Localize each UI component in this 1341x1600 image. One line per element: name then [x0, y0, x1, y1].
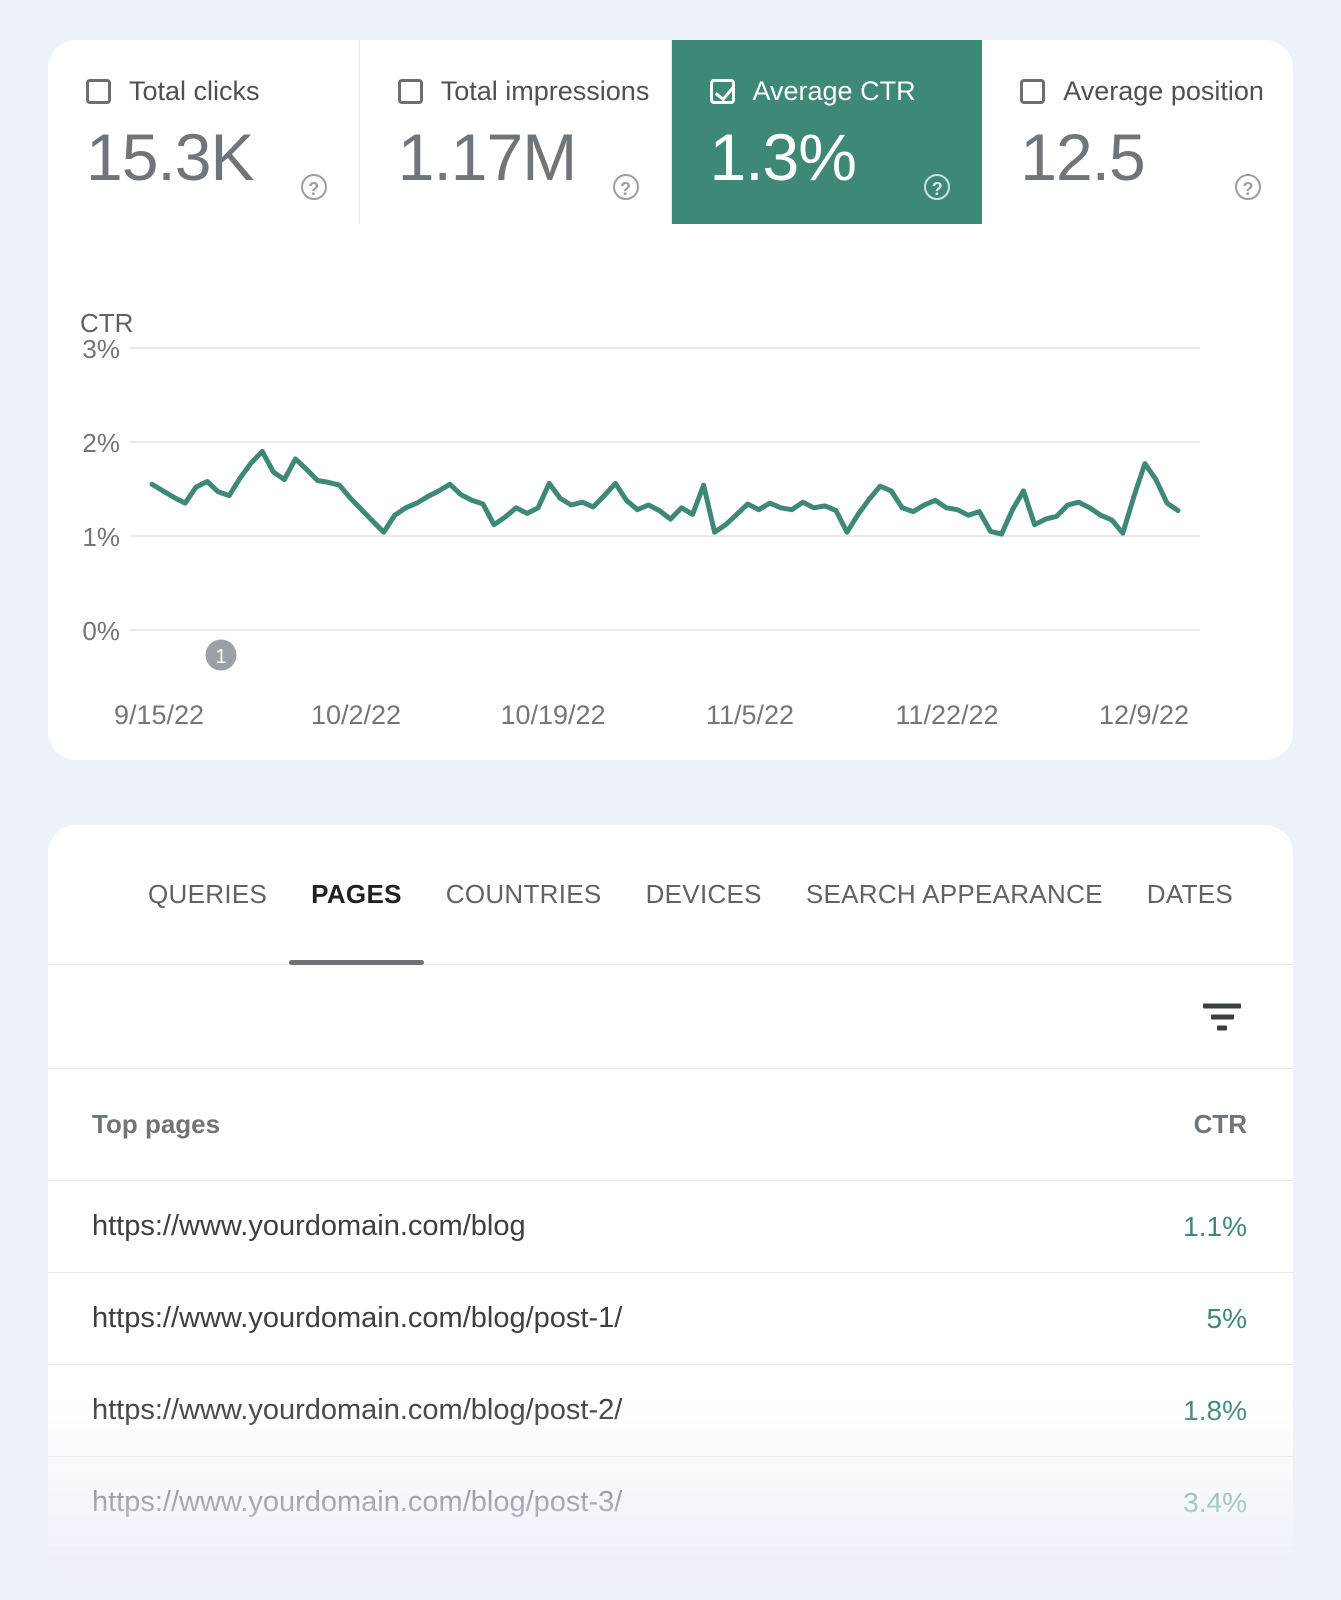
- checkbox-average-ctr-checked[interactable]: [709, 79, 735, 104]
- y-tick-1: 1%: [82, 522, 120, 552]
- metric-value: 1.3%: [709, 120, 857, 194]
- page-url-link[interactable]: https://www.yourdomain.com/blog/post-1/: [92, 1302, 623, 1334]
- ctr-value: 1.1%: [1183, 1210, 1247, 1242]
- dimensions-card: QUERIES PAGES COUNTRIES DEVICES SEARCH A…: [48, 825, 1293, 1600]
- metric-label: Total impressions: [440, 76, 650, 106]
- table-header: Top pages CTR: [48, 1069, 1293, 1181]
- column-header-top-pages: Top pages: [92, 1109, 221, 1139]
- page-url-link[interactable]: https://www.yourdomain.com/blog/post-3/: [92, 1486, 623, 1518]
- annotation-marker-label: 1: [215, 646, 226, 668]
- help-icon[interactable]: ?: [612, 174, 639, 200]
- metric-card-average-ctr[interactable]: Average CTR 1.3% ?: [671, 40, 983, 224]
- checkbox-average-position[interactable]: [1020, 79, 1046, 104]
- table-row[interactable]: https://www.yourdomain.com/blog/post-3/ …: [48, 1457, 1293, 1549]
- column-header-ctr: CTR: [1193, 1109, 1247, 1139]
- tab-dates[interactable]: DATES: [1147, 825, 1233, 964]
- performance-card: Total clicks 15.3K ? Total impressions 1…: [48, 40, 1293, 760]
- metric-label: Average position: [1063, 76, 1264, 106]
- metric-label: Average CTR: [752, 76, 916, 106]
- annotation-marker[interactable]: 1: [205, 639, 237, 671]
- y-tick-0: 0%: [82, 616, 120, 646]
- tab-queries[interactable]: QUERIES: [148, 825, 267, 964]
- help-icon[interactable]: ?: [1235, 174, 1261, 200]
- metric-card-average-position[interactable]: Average position 12.5 ?: [982, 40, 1293, 224]
- ctr-value: 5%: [1206, 1302, 1247, 1334]
- metric-card-total-clicks[interactable]: Total clicks 15.3K ?: [48, 40, 360, 224]
- tab-countries[interactable]: COUNTRIES: [446, 825, 602, 964]
- ctr-chart-plot: 1: [130, 347, 1200, 671]
- ctr-value: 3.4%: [1183, 1486, 1247, 1518]
- filter-icon: [1203, 1003, 1241, 1030]
- metric-value: 1.17M: [397, 120, 577, 194]
- y-tick-2: 2%: [82, 428, 120, 458]
- page-url-link[interactable]: https://www.yourdomain.com/blog/post-2/: [92, 1394, 623, 1426]
- checkbox-total-impressions[interactable]: [397, 79, 423, 104]
- x-tick-2: 10/19/22: [500, 700, 606, 730]
- metric-value: 15.3K: [86, 120, 254, 194]
- help-icon[interactable]: ?: [924, 174, 951, 200]
- ctr-line: [149, 448, 1181, 537]
- metric-row: Total clicks 15.3K ? Total impressions 1…: [48, 40, 1293, 224]
- x-tick-4: 11/22/22: [895, 700, 999, 730]
- table-row[interactable]: https://www.yourdomain.com/blog/post-1/ …: [48, 1273, 1293, 1365]
- tab-pages[interactable]: PAGES: [289, 825, 424, 965]
- filter-button[interactable]: [1197, 997, 1247, 1036]
- table-row[interactable]: https://www.yourdomain.com/blog/post-2/ …: [48, 1365, 1293, 1457]
- chart-axis-title: CTR: [80, 308, 134, 338]
- table-row[interactable]: https://www.yourdomain.com/blog 1.1%: [48, 1181, 1293, 1273]
- metric-value: 12.5: [1020, 120, 1145, 194]
- tab-devices[interactable]: DEVICES: [646, 825, 762, 964]
- checkbox-total-clicks[interactable]: [86, 79, 111, 104]
- tab-search-appearance[interactable]: SEARCH APPEARANCE: [806, 825, 1103, 964]
- ctr-chart: CTR 1 3% 2% 1% 0% 9/15/22 10/2/22 10/19/…: [48, 224, 1293, 760]
- filter-row: [48, 965, 1293, 1069]
- x-tick-5: 12/9/22: [1098, 700, 1190, 730]
- x-tick-3: 11/5/22: [705, 700, 795, 730]
- help-icon[interactable]: ?: [300, 174, 327, 200]
- gridlines: [130, 347, 1200, 631]
- x-tick-0: 9/15/22: [113, 700, 205, 730]
- x-tick-1: 10/2/22: [310, 700, 402, 730]
- checkmark-icon: [714, 81, 734, 102]
- metric-card-total-impressions[interactable]: Total impressions 1.17M ?: [360, 40, 672, 224]
- y-tick-3: 3%: [82, 334, 120, 364]
- page-url-link[interactable]: https://www.yourdomain.com/blog: [92, 1210, 526, 1242]
- dimension-tabs: QUERIES PAGES COUNTRIES DEVICES SEARCH A…: [48, 825, 1293, 965]
- ctr-value: 1.8%: [1183, 1394, 1247, 1426]
- metric-label: Total clicks: [129, 76, 260, 106]
